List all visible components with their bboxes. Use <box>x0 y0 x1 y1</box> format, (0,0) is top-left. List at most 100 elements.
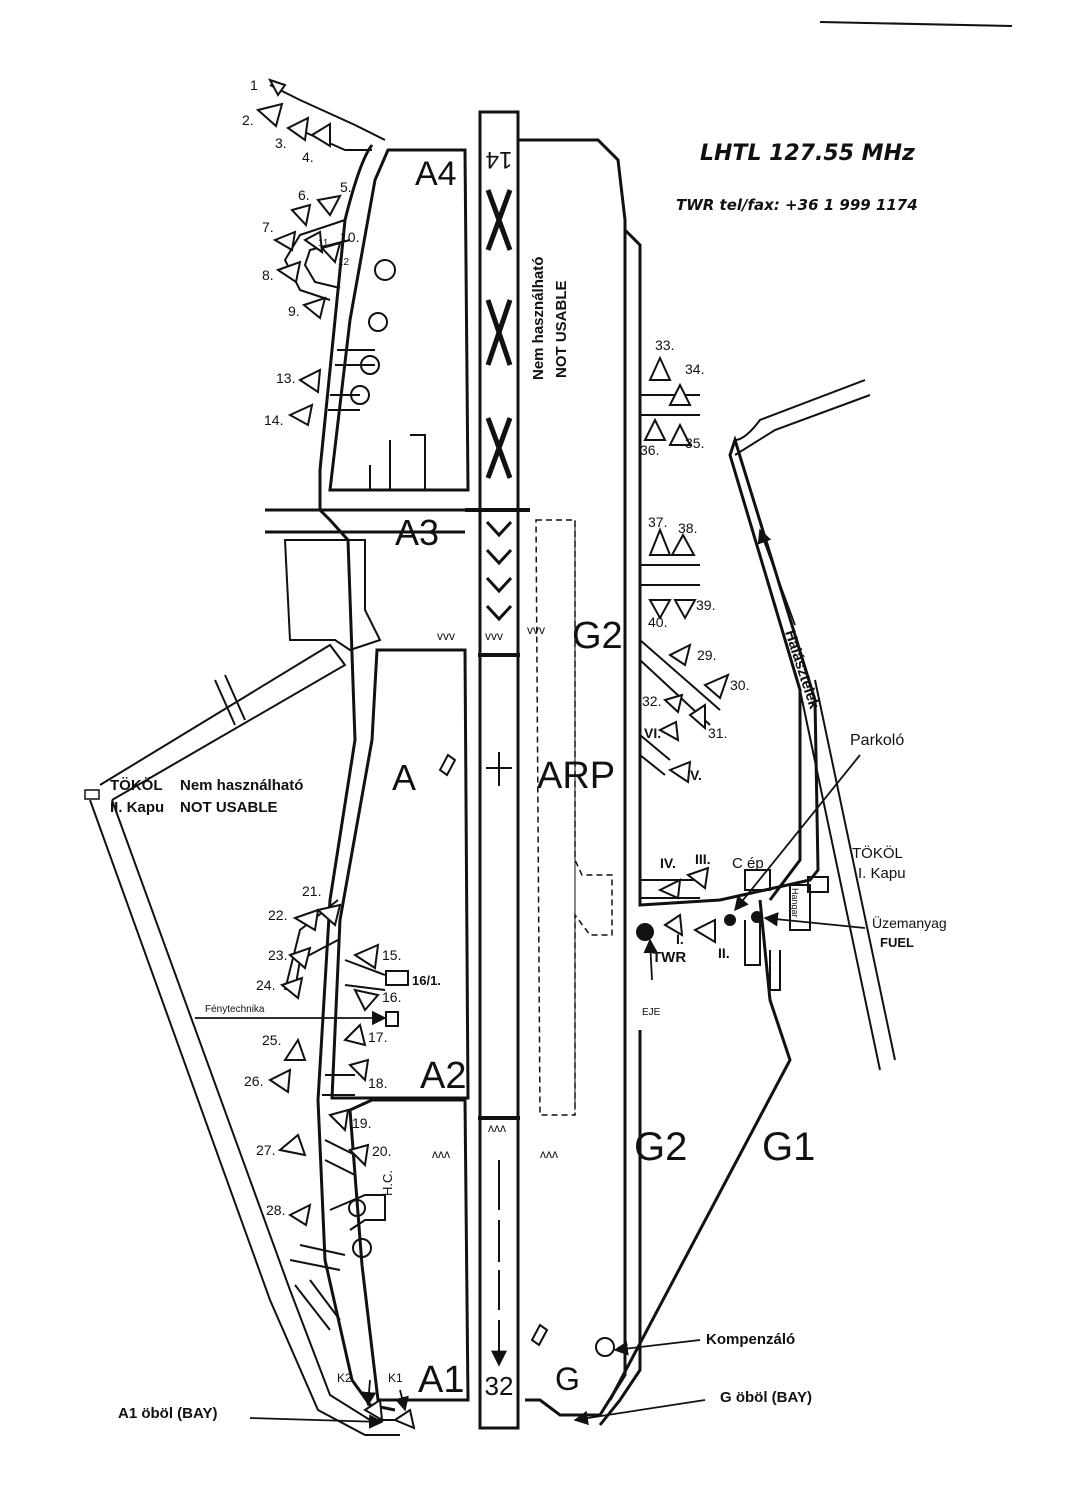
eje-label: EJE <box>642 1007 661 1018</box>
svg-text:4.: 4. <box>302 149 314 165</box>
svg-text:K2: K2 <box>337 1371 352 1385</box>
taxiway-a1-label: A1 <box>418 1359 464 1401</box>
svg-text:II.: II. <box>718 945 730 961</box>
svg-text:VI.: VI. <box>644 725 661 741</box>
svg-text:22.: 22. <box>268 907 287 923</box>
svg-text:10.: 10. <box>340 229 359 245</box>
svg-text:38.: 38. <box>678 520 697 536</box>
vvv-mark: vvv <box>527 623 545 637</box>
svg-text:6.: 6. <box>298 187 310 203</box>
svg-text:26.: 26. <box>244 1073 263 1089</box>
svg-text:1: 1 <box>250 77 258 93</box>
svg-text:12: 12 <box>338 257 350 268</box>
svg-text:37.: 37. <box>648 514 667 530</box>
svg-text:19.: 19. <box>352 1115 371 1131</box>
stand-markers <box>255 78 730 1430</box>
hangar-label: Hangar <box>790 888 800 918</box>
taxiway-a4-label: A4 <box>415 155 457 193</box>
gate-ii-closed-en: NOT USABLE <box>180 799 278 816</box>
svg-text:29.: 29. <box>697 647 716 663</box>
runway-outline <box>478 110 520 1430</box>
compass-arrow <box>613 1339 701 1356</box>
runway-closed-en: NOT USABLE <box>553 281 570 379</box>
svg-text:16.: 16. <box>382 989 401 1005</box>
svg-text:36.: 36. <box>640 442 659 458</box>
runway-closed-hu: Nem használható <box>530 257 547 380</box>
fuel-marker <box>751 911 763 923</box>
gate-i-name: TÖKÖL <box>852 844 903 862</box>
svg-text:31.: 31. <box>708 725 727 741</box>
taxiway-g-label: G <box>555 1361 580 1397</box>
compass-label: Kompenzáló <box>706 1331 795 1348</box>
runway-designator-south: 32 <box>485 1371 514 1401</box>
svg-text:18.: 18. <box>368 1075 387 1091</box>
svg-text:30.: 30. <box>730 677 749 693</box>
caret-mark: ʌʌʌ <box>432 1147 450 1161</box>
svg-text:32.: 32. <box>642 693 661 709</box>
svg-text:15.: 15. <box>382 947 401 963</box>
a1-bay-label: A1 öböl (BAY) <box>118 1405 217 1422</box>
parking-marker <box>724 914 736 926</box>
svg-text:III.: III. <box>695 851 711 867</box>
svg-text:13.: 13. <box>276 370 295 386</box>
svg-text:25.: 25. <box>262 1032 281 1048</box>
east-stand-labels: 29. 30. 31. 32. 33. 34. 35. 36. 37. 38. … <box>640 337 749 961</box>
windsock-icon <box>530 1323 549 1347</box>
g-bay-label: G öböl (BAY) <box>720 1389 812 1406</box>
header-frequency: LHTL 127.55 MHz <box>700 141 915 166</box>
twr-label: TWR <box>652 949 686 966</box>
arp-label: ARP <box>537 755 615 797</box>
parking-arrow <box>734 754 861 912</box>
svg-text:8.: 8. <box>262 267 274 283</box>
svg-text:21.: 21. <box>302 883 321 899</box>
lighting-label: Fénytechnika <box>205 1004 265 1015</box>
svg-text:IV.: IV. <box>660 855 676 871</box>
hc-label: H.C. <box>380 1170 395 1196</box>
svg-text:33.: 33. <box>655 337 674 353</box>
svg-text:I.: I. <box>676 931 684 947</box>
svg-text:34.: 34. <box>685 361 704 377</box>
runway-designator-north: 14 <box>486 146 513 173</box>
taxiway-g2-south-label: G2 <box>634 1125 687 1169</box>
g-bay-arrow <box>573 1399 706 1426</box>
eje-arrow <box>643 938 658 981</box>
taxiway-a3-label: A3 <box>395 512 439 553</box>
svg-text:3.: 3. <box>275 135 287 151</box>
taxiway-g2-north-label: G2 <box>572 615 623 657</box>
twr-marker <box>636 923 654 941</box>
vvv-mark: vvv <box>485 629 503 643</box>
gate-ii-name: TÖKÖL <box>110 777 163 794</box>
parking-label: Parkoló <box>850 732 904 749</box>
caret-mark: ʌʌʌ <box>488 1121 506 1135</box>
svg-text:2.: 2. <box>242 112 254 128</box>
svg-text:28.: 28. <box>266 1202 285 1218</box>
header-twr-contact: TWR tel/fax: +36 1 999 1174 <box>676 196 918 214</box>
svg-text:14.: 14. <box>264 412 283 428</box>
road-direction-arrow <box>757 528 796 626</box>
svg-text:27.: 27. <box>256 1142 275 1158</box>
svg-text:35.: 35. <box>685 435 704 451</box>
svg-text:17.: 17. <box>368 1029 387 1045</box>
taxiway-g1-label: G1 <box>762 1125 815 1169</box>
gate-ii-gate: II. Kapu <box>110 799 164 816</box>
caret-mark: ʌʌʌ <box>540 1147 558 1161</box>
taxiway-a-label: A <box>392 757 416 798</box>
west-stand-labels: 1 2. 3. 4. 5. 6. 7. 8. 9. 10. 11 12 13. … <box>242 77 441 1385</box>
gate-i-gate: I. Kapu <box>858 865 906 882</box>
svg-text:16/1.: 16/1. <box>412 973 441 988</box>
taxiway-a2-label: A2 <box>420 1055 466 1097</box>
svg-text:9.: 9. <box>288 303 300 319</box>
svg-text:23.: 23. <box>268 947 287 963</box>
svg-text:5.: 5. <box>340 179 352 195</box>
gate-ii-closed-hu: Nem használható <box>180 777 303 794</box>
vvv-mark: vvv <box>437 629 455 643</box>
svg-text:24.: 24. <box>256 977 275 993</box>
svg-text:20.: 20. <box>372 1143 391 1159</box>
a1-bay-arrow <box>249 1414 384 1429</box>
c-building-label: C ép <box>732 855 764 872</box>
svg-text:39.: 39. <box>696 597 715 613</box>
svg-text:40.: 40. <box>648 614 667 630</box>
svg-text:11: 11 <box>318 238 329 249</box>
windsock-icon <box>438 753 457 777</box>
